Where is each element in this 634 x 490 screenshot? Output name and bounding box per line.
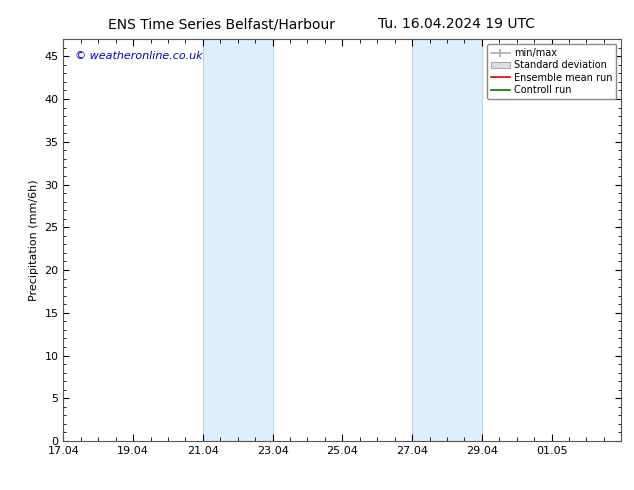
Bar	[412, 39, 482, 441]
Bar	[203, 39, 273, 441]
Legend: min/max, Standard deviation, Ensemble mean run, Controll run: min/max, Standard deviation, Ensemble me…	[487, 44, 616, 99]
Y-axis label: Precipitation (mm/6h): Precipitation (mm/6h)	[29, 179, 39, 301]
Text: ENS Time Series Belfast/Harbour: ENS Time Series Belfast/Harbour	[108, 17, 335, 31]
Text: © weatheronline.co.uk: © weatheronline.co.uk	[75, 51, 202, 61]
Text: Tu. 16.04.2024 19 UTC: Tu. 16.04.2024 19 UTC	[378, 17, 535, 31]
